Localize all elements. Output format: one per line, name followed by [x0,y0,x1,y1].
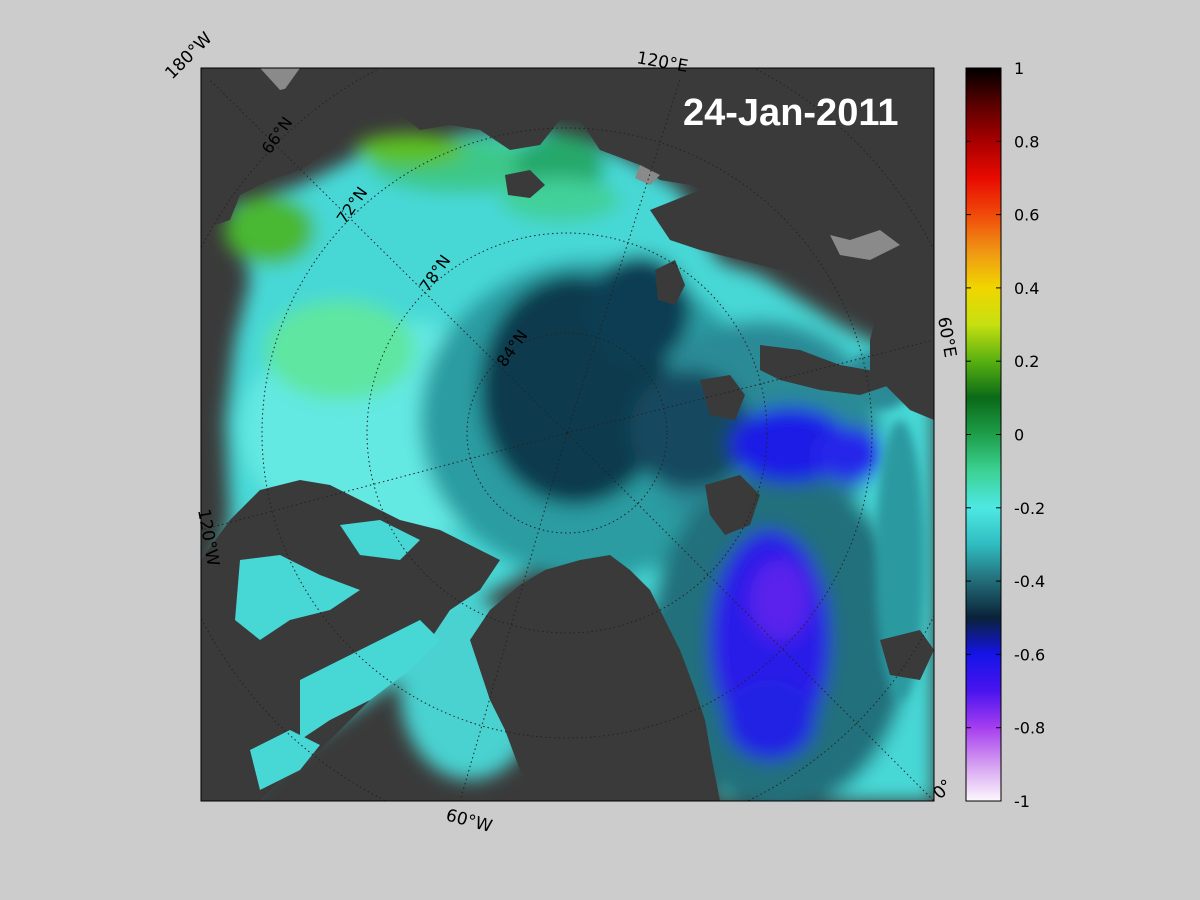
archipelago-channel [235,555,360,640]
archipelago-channel [250,730,320,790]
colorbar-tick-label: 0.8 [1014,132,1039,151]
map-frame [200,67,935,802]
colorbar-tick-label: 0.4 [1014,279,1039,298]
colorbar-ticks: 1 0.8 0.6 0.4 0.2 0 -0.2 -0.4 -0.6 -0.8 -1 [966,59,1045,811]
archipelago-channel [340,520,420,560]
map-panel: 66°N 72°N 78°N 84°N 24-Jan-2011 [201,68,934,801]
colorbar-tick-label: -0.8 [1014,719,1045,738]
new-siberian-islands [505,170,545,198]
meridian-line-120e [566,79,681,434]
franz-josef-land [700,375,745,420]
meridian-label-60e: 60°E [933,315,960,359]
colorbar-tick-label: 0 [1014,426,1024,445]
latitude-circle-84n [466,332,668,534]
land-masses [201,68,934,801]
date-label: 24-Jan-2011 [683,92,899,134]
meridian-line-120w [201,432,568,531]
ice-shelf-gray-area [635,165,660,185]
colorbar-tick-label: -0.6 [1014,645,1045,664]
colorbar-tick-label: -0.4 [1014,572,1045,591]
colorbar-tick-label: -0.2 [1014,499,1045,518]
alaska-landmass [201,68,380,230]
meridian-line-60e [566,339,934,434]
archipelago-channel [300,620,440,740]
colorbar-bar [965,67,1002,802]
colorbar-tick-label: -1 [1014,792,1030,811]
greenland-landmass [470,555,720,801]
scandinavia-landmass [870,300,934,420]
ice-shelf-gray-area [830,230,900,260]
meridian-label-60w: 60°W [444,806,495,838]
colorbar-tick-label: 1 [1014,59,1024,78]
svalbard-landmass [705,475,760,535]
siberia-landmass [370,68,934,260]
colorbar: 1 0.8 0.6 0.4 0.2 0 -0.2 -0.4 -0.6 -0.8 -1 [965,59,1045,811]
latitude-circle-78n [366,232,768,634]
latitude-circle-72n [261,127,873,739]
meridian-line-60w [459,432,568,801]
novaya-zemlya-landmass [760,345,890,395]
severnaya-zemlya [655,260,685,305]
colorbar-tick-label: 0.2 [1014,352,1039,371]
graticule [201,68,934,801]
meridian-line-0 [566,432,934,801]
colorbar-tick-label: 0.6 [1014,206,1039,225]
iceland-landmass [880,630,934,680]
taimyr-landmass [650,190,830,270]
